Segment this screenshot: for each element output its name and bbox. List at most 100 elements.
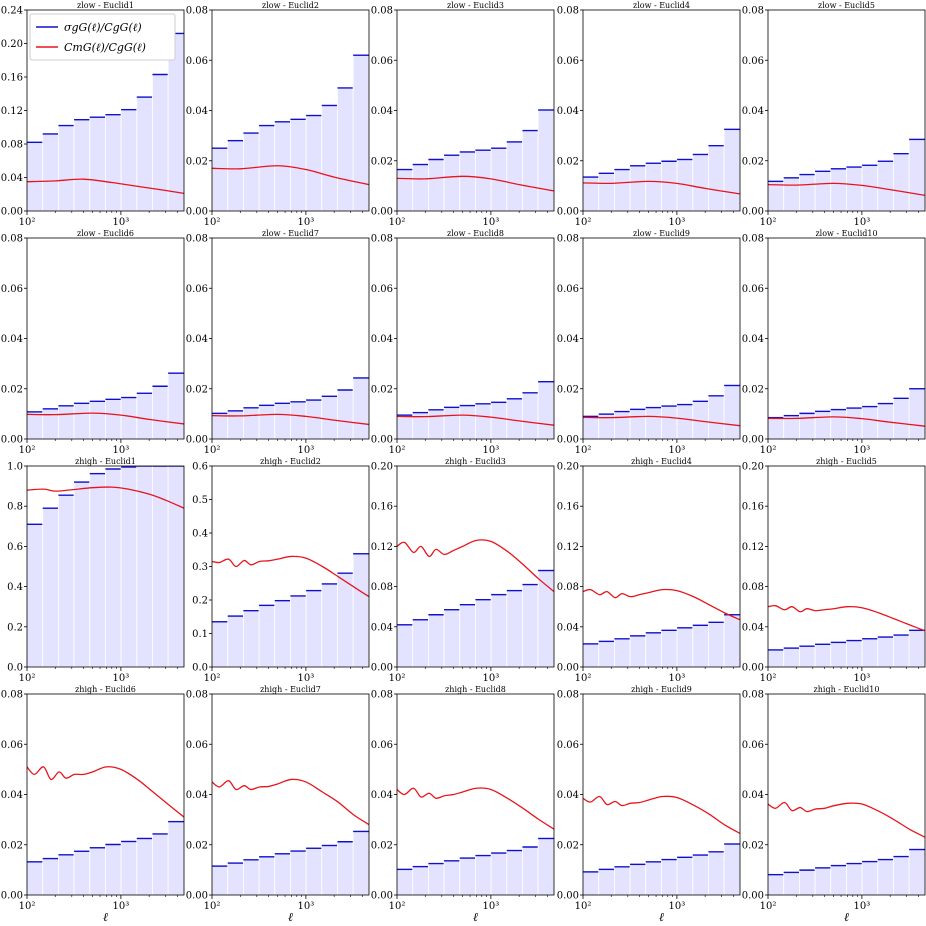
y-tick-label: 0.08: [371, 6, 393, 17]
panel-title: zhigh - Euclid9: [631, 685, 692, 694]
x-tick-label: 10³: [298, 901, 315, 912]
x-tick-label: 10³: [113, 445, 130, 456]
panel-content: [212, 553, 369, 667]
panel-15: zhigh - Euclid5 0.00 0.04 0.08 0.12 0.16 0.20 1…: [742, 457, 926, 684]
cmg-curve: [397, 414, 554, 426]
sigma-bar: [645, 632, 662, 667]
cmg-curve: [212, 413, 369, 426]
x-tick-label: 10²: [204, 901, 221, 912]
sigma-bar: [337, 572, 354, 667]
y-tick-label: 0.02: [186, 384, 208, 395]
sigma-bar: [614, 411, 631, 439]
sigma-bar: [908, 388, 925, 439]
y-tick-label: 0.16: [1, 73, 23, 84]
sigma-bar: [893, 397, 910, 439]
x-tick-label: 10³: [298, 673, 315, 684]
x-tick-label: 10³: [483, 217, 500, 228]
x-tick-label: 10²: [204, 445, 221, 456]
sigma-bar: [212, 147, 229, 211]
sigma-bar: [321, 845, 338, 895]
sigma-bar: [136, 96, 153, 211]
sigma-bar: [412, 866, 429, 895]
x-tick-label: 10³: [669, 217, 686, 228]
sigma-bar: [583, 871, 600, 895]
panel-content: [27, 372, 184, 439]
x-tick-label: 10³: [854, 445, 871, 456]
x-axis-label: ℓ: [659, 910, 664, 924]
sigma-bar: [397, 414, 414, 439]
panel-title: zhigh - Euclid7: [260, 685, 321, 694]
sigma-bar: [136, 466, 153, 667]
y-tick-label: 0.06: [742, 740, 764, 751]
sigma-bar: [352, 553, 369, 667]
cmg-curve: [27, 178, 184, 195]
sigma-bar: [305, 590, 323, 667]
sigma-bar: [290, 850, 307, 895]
y-tick-label: 0.04: [1, 334, 23, 345]
y-tick-label: 0.08: [186, 234, 208, 245]
sigma-bar: [708, 395, 725, 439]
y-tick-label: 0.16: [557, 502, 579, 513]
x-axis-label: ℓ: [473, 910, 478, 924]
legend-sigma-label: σgG(ℓ)/CgG(ℓ): [64, 21, 142, 34]
panel-content: [583, 795, 740, 895]
y-tick-label: 0.20: [557, 462, 579, 473]
sigma-bar: [443, 406, 461, 439]
x-tick-label: 10²: [389, 673, 406, 684]
sigma-bar: [242, 407, 260, 439]
y-tick-label: 0.04: [557, 790, 579, 801]
y-tick-label: 0.02: [186, 840, 208, 851]
sigma-bar: [290, 118, 307, 211]
sigma-bar: [352, 377, 369, 439]
sigma-bar: [537, 109, 554, 211]
cmg-curve: [27, 412, 184, 425]
sigma-bar: [42, 133, 59, 211]
panel-title: zlow - Euclid7: [262, 229, 319, 238]
y-tick-label: 0.06: [1, 284, 23, 295]
sigma-bar: [258, 856, 276, 895]
sigma-bar: [27, 523, 44, 667]
panel-17: zhigh - Euclid7 0.00 0.02 0.04 0.06 0.08 10² 10…: [186, 685, 370, 924]
cmg-curve: [397, 787, 554, 830]
panel-title: zhigh - Euclid10: [814, 685, 880, 694]
sigma-bar: [661, 405, 678, 439]
sigma-bar: [814, 410, 832, 439]
y-tick-label: 0.00: [186, 891, 208, 902]
cmg-curve: [212, 778, 369, 826]
sigma-bar: [58, 405, 75, 439]
sigma-bar: [105, 398, 122, 439]
x-tick-label: 10²: [19, 901, 36, 912]
x-tick-label: 10²: [575, 673, 592, 684]
sigma-bar: [459, 857, 476, 895]
y-tick-label: 0.04: [1, 790, 23, 801]
sigma-bar: [506, 141, 523, 211]
y-tick-label: 0.00: [557, 207, 579, 218]
sigma-bar: [814, 643, 832, 667]
x-tick-label: 10²: [760, 445, 777, 456]
sigma-bar: [676, 856, 694, 895]
sigma-bar: [799, 645, 816, 667]
x-tick-label: 10³: [483, 673, 500, 684]
x-tick-label: 10³: [483, 901, 500, 912]
y-tick-label: 0.06: [371, 56, 393, 67]
y-tick-label: 0.02: [742, 840, 764, 851]
sigma-bar: [443, 154, 461, 211]
sigma-bar: [799, 174, 816, 211]
panel-3: zlow - Euclid3 0.00 0.02 0.04 0.06 0.08 10² 10³: [371, 1, 555, 228]
sigma-bar: [846, 166, 863, 211]
panel-content: [212, 54, 369, 211]
sigma-bar: [212, 621, 229, 667]
y-tick-label: 0.04: [557, 106, 579, 117]
y-tick-label: 0.08: [371, 690, 393, 701]
sigma-bar: [305, 847, 323, 895]
panel-9: zlow - Euclid9 0.00 0.02 0.04 0.06 0.08 10² 10³: [557, 229, 741, 456]
sigma-bar: [661, 160, 678, 211]
y-tick-label: 0.02: [371, 840, 393, 851]
y-tick-label: 0.02: [557, 156, 579, 167]
panel-title: zlow - Euclid4: [633, 1, 690, 10]
sigma-bar: [73, 402, 91, 439]
y-tick-label: 0.08: [1, 140, 23, 151]
y-tick-label: 0.04: [371, 106, 393, 117]
x-tick-label: 10³: [854, 673, 871, 684]
y-tick-label: 0.00: [557, 663, 579, 674]
